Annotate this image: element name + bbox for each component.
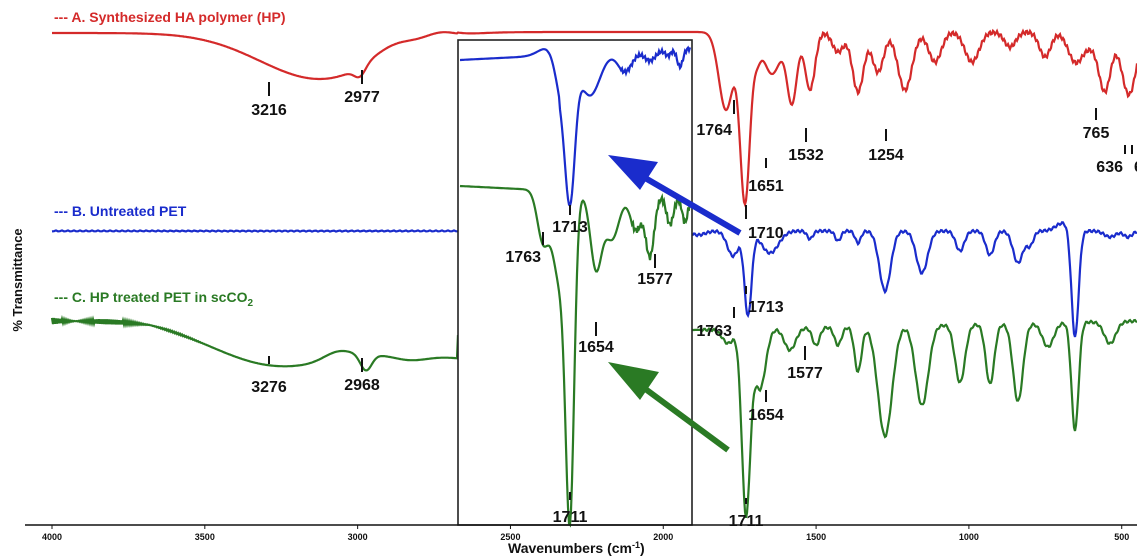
peak-label: 1532 [788, 147, 824, 164]
peak-label: 2968 [344, 377, 380, 394]
y-axis-label: % Transmittance [10, 228, 25, 331]
legend-entry: --- B. Untreated PET [54, 203, 187, 219]
x-tick-label: 4000 [42, 532, 62, 542]
peak-label: 1577 [787, 365, 823, 382]
legend-entry: --- C. HP treated PET in scCO2 [54, 289, 253, 309]
peak-label: 1651 [748, 178, 784, 195]
peak-label: 1654 [748, 407, 784, 424]
peak-label: 2977 [344, 89, 380, 106]
legend-entry: --- A. Synthesized HA polymer (HP) [54, 9, 286, 25]
x-axis-label: Wavenumbers (cm-1) [508, 540, 645, 556]
peak-label: 1713 [748, 299, 784, 316]
peak-label: 1254 [868, 147, 904, 164]
peak-label: 1763 [505, 249, 541, 266]
x-tick-label: 1500 [806, 532, 826, 542]
x-tick-label: 500 [1114, 532, 1129, 542]
x-tick-label: 3000 [348, 532, 368, 542]
peak-label: 1711 [729, 513, 764, 530]
peak-label: 1764 [696, 122, 732, 139]
peak-label: 636 [1096, 159, 1123, 176]
peak-labels: 3216297717641710165115321254765636603171… [251, 70, 1137, 530]
x-tick-label: 1000 [959, 532, 979, 542]
peak-label: 1710 [748, 225, 784, 242]
x-tick-label: 2000 [653, 532, 673, 542]
peak-label: 1713 [552, 219, 588, 236]
peak-label: 1763 [696, 323, 732, 340]
legend: --- A. Synthesized HA polymer (HP) --- B.… [54, 9, 286, 309]
peak-label: 1654 [578, 339, 614, 356]
peak-label: 765 [1083, 125, 1110, 142]
peak-label: 3216 [251, 102, 287, 119]
peak-label: 1711 [553, 509, 588, 526]
peak-label: 3276 [251, 379, 287, 396]
x-tick-label: 3500 [195, 532, 215, 542]
peak-label: 1577 [637, 271, 673, 288]
